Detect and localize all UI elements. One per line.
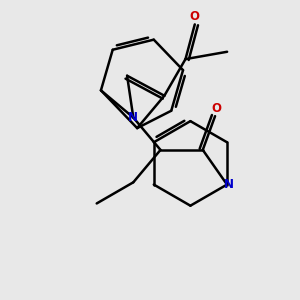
Text: O: O (212, 102, 222, 115)
Text: N: N (224, 178, 233, 191)
Text: O: O (190, 10, 200, 23)
Text: N: N (128, 111, 138, 124)
